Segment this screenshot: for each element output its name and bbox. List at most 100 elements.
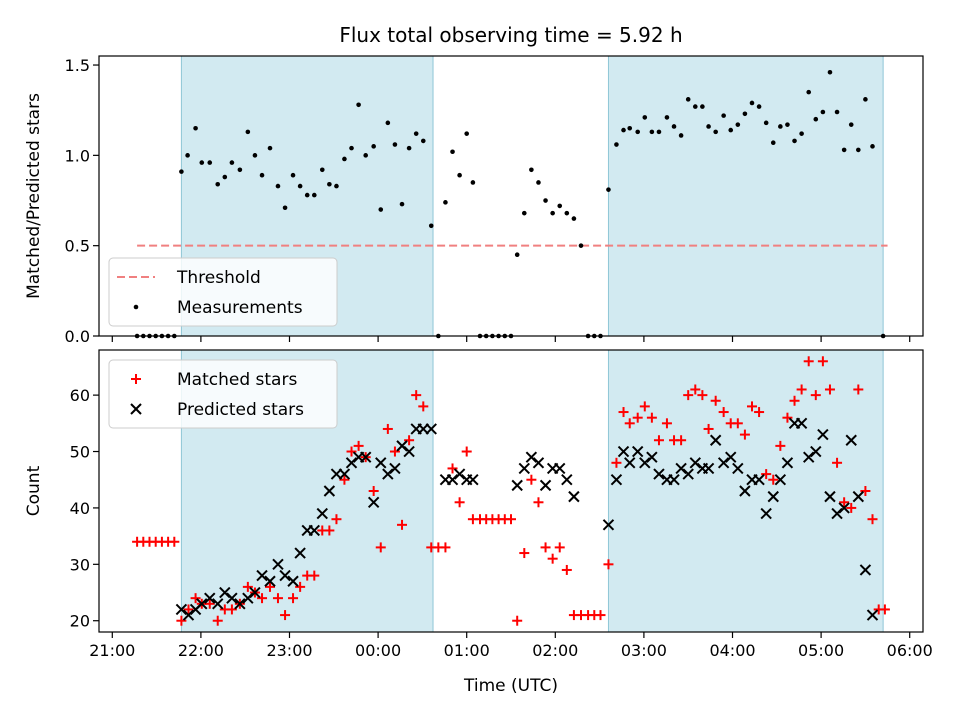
legend-predicted-swatch xyxy=(130,403,142,415)
data-point xyxy=(709,434,722,446)
data-point xyxy=(676,435,687,446)
data-point xyxy=(345,457,358,469)
data-point xyxy=(403,445,415,458)
data-point xyxy=(806,89,812,95)
data-point xyxy=(359,451,372,463)
data-point xyxy=(346,446,357,457)
legend-box xyxy=(108,359,338,429)
plot-frame xyxy=(98,349,924,633)
plot-frame xyxy=(98,55,924,337)
data-point xyxy=(624,418,635,429)
data-point xyxy=(282,205,288,211)
y-tick-label: 0.5 xyxy=(65,237,90,256)
data-point xyxy=(397,519,408,530)
data-point xyxy=(690,384,701,395)
data-point xyxy=(767,490,779,503)
data-point xyxy=(656,129,662,135)
data-point xyxy=(204,592,216,604)
legend-box xyxy=(108,257,338,327)
y-tick-label: 40 xyxy=(70,499,90,518)
x-tick-label: 01:00 xyxy=(444,641,490,660)
data-point xyxy=(778,124,783,129)
data-point xyxy=(866,609,879,621)
data-point xyxy=(646,412,657,423)
data-point xyxy=(682,468,694,480)
data-point xyxy=(621,127,626,133)
x-tick-label: 03:00 xyxy=(621,641,667,660)
data-point xyxy=(287,575,299,587)
data-point xyxy=(169,536,180,547)
data-point xyxy=(614,142,619,147)
y-axis-label: Matched/Predicted stars xyxy=(24,93,44,299)
data-point xyxy=(521,210,527,216)
data-point xyxy=(304,192,310,198)
data-point xyxy=(753,474,765,486)
data-point xyxy=(290,172,296,178)
data-point xyxy=(464,131,469,136)
data-point xyxy=(514,252,520,258)
data-point xyxy=(803,356,814,367)
legend: Threshold Measurements xyxy=(108,257,338,327)
data-point xyxy=(824,384,835,395)
bottom-panel: 20 30 40 50 60 21:00 22:00 23:00 00:00 01:00 02:00… xyxy=(24,349,933,660)
data-point xyxy=(845,434,857,446)
data-point xyxy=(382,468,394,480)
data-point xyxy=(859,564,872,576)
data-point xyxy=(267,145,273,151)
data-point xyxy=(768,474,779,485)
data-point xyxy=(532,457,545,469)
data-point xyxy=(838,502,850,514)
data-point xyxy=(280,610,291,621)
data-point xyxy=(309,570,320,581)
data-point xyxy=(226,592,238,604)
data-point xyxy=(761,469,772,480)
data-point xyxy=(294,547,306,559)
data-point xyxy=(288,593,299,604)
data-point xyxy=(204,598,215,609)
data-point xyxy=(389,462,401,475)
data-point xyxy=(396,440,408,452)
legend-label: Matched stars xyxy=(177,370,297,390)
data-point xyxy=(199,160,205,165)
data-point xyxy=(624,457,636,469)
data-point xyxy=(841,147,847,153)
data-point xyxy=(339,474,350,485)
data-point xyxy=(375,457,387,469)
data-point xyxy=(832,457,843,468)
data-point xyxy=(603,559,614,570)
data-point xyxy=(834,109,840,115)
data-point xyxy=(717,457,730,469)
y-tick-label: 1.0 xyxy=(65,146,90,165)
data-point xyxy=(879,604,890,615)
data-point xyxy=(182,609,195,621)
data-point xyxy=(382,423,393,434)
data-point xyxy=(229,160,235,165)
data-point xyxy=(219,586,231,599)
data-point xyxy=(249,586,261,599)
data-point xyxy=(785,122,790,127)
top-panel: 0.0 0.5 1.0 1.5 Matched/Predicted stars Thres… xyxy=(24,55,924,346)
data-point xyxy=(406,145,412,151)
data-point xyxy=(595,610,606,621)
data-point xyxy=(525,451,538,463)
data-point xyxy=(308,524,321,537)
data-point xyxy=(653,468,665,480)
data-point xyxy=(511,479,523,492)
data-point xyxy=(685,97,691,102)
data-point xyxy=(799,131,804,136)
data-point xyxy=(746,401,757,412)
data-point xyxy=(817,356,828,367)
data-point xyxy=(602,519,615,531)
data-point xyxy=(543,198,548,203)
data-point xyxy=(399,201,405,207)
data-point xyxy=(557,203,563,209)
data-point xyxy=(295,581,306,592)
data-point xyxy=(547,553,558,564)
data-point xyxy=(810,445,822,458)
data-point xyxy=(775,440,786,451)
data-point xyxy=(368,486,379,496)
data-point xyxy=(257,593,268,604)
observing-interval xyxy=(607,55,884,337)
data-point xyxy=(728,127,734,133)
data-point xyxy=(649,129,655,135)
